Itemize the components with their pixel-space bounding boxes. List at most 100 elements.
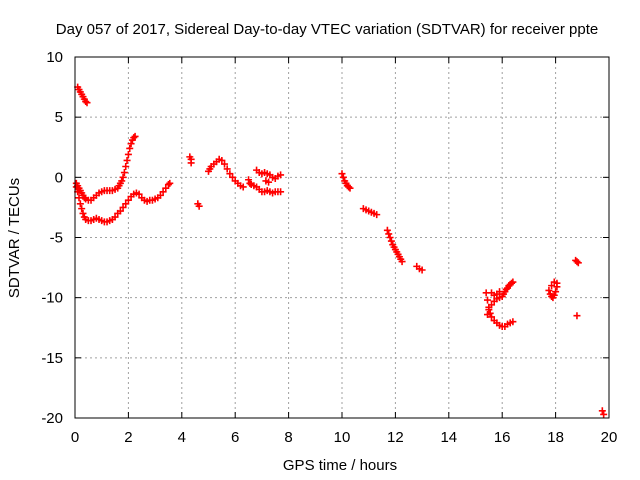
y-axis-label: SDTVAR / TECUs: [6, 178, 23, 298]
data-point: [488, 301, 496, 309]
series-arc15: [572, 256, 582, 320]
series-arc7: [253, 166, 285, 186]
series-arc6: [245, 176, 285, 197]
data-point: [552, 288, 560, 296]
data-point: [127, 140, 135, 148]
data-point: [119, 173, 127, 181]
series-arc4: [186, 153, 203, 210]
data-point: [195, 202, 203, 210]
data-point: [164, 181, 172, 189]
x-tick-label: 0: [71, 429, 79, 446]
data-point: [131, 132, 139, 140]
data-point: [239, 183, 247, 191]
x-tick-label: 18: [547, 429, 564, 446]
data-point: [123, 156, 131, 164]
data-point: [120, 169, 128, 177]
x-tick-label: 2: [124, 429, 132, 446]
data-point: [339, 173, 347, 181]
data-point: [573, 258, 581, 266]
y-tick-label: -20: [41, 410, 63, 427]
series-arc9: [359, 205, 381, 219]
data-point: [496, 288, 504, 296]
data-point: [166, 179, 174, 187]
data-point: [418, 266, 426, 274]
axis-ticks: 0 2 4 6 8 10 12 14 16 18 20 -20 -15 -10 -5 0 5 10: [41, 49, 617, 446]
data-point: [509, 318, 517, 326]
data-point: [76, 200, 84, 208]
series-arc8: [338, 170, 354, 192]
data-point: [122, 163, 130, 171]
data-point: [223, 165, 231, 173]
x-tick-label: 4: [178, 429, 186, 446]
x-tick-label: 16: [494, 429, 511, 446]
data-point: [484, 311, 492, 319]
data-point: [124, 150, 132, 158]
data-point: [130, 134, 138, 142]
series-arc5: [205, 155, 247, 191]
series-arc11: [413, 262, 426, 274]
series-arc14: [545, 278, 561, 302]
data-point: [122, 200, 130, 208]
data-point: [385, 230, 393, 238]
data-point: [78, 205, 86, 213]
data-point: [548, 282, 556, 290]
data-point: [124, 196, 132, 204]
data-point: [373, 211, 381, 219]
data-point: [226, 170, 234, 178]
x-axis-label: GPS time / hours: [283, 457, 397, 474]
data-point: [346, 184, 354, 192]
data-point: [72, 179, 80, 187]
series-arc16: [598, 407, 608, 418]
data-point: [119, 203, 127, 211]
data-point: [162, 184, 170, 192]
data-point: [83, 99, 91, 107]
data-point: [82, 98, 90, 106]
y-tick-label: 5: [55, 109, 63, 126]
data-point: [79, 209, 87, 217]
data-point: [386, 234, 394, 241]
x-tick-label: 12: [387, 429, 404, 446]
data-points: [72, 83, 608, 418]
data-point: [484, 296, 492, 304]
data-point: [277, 171, 285, 179]
x-tick-label: 8: [284, 429, 292, 446]
x-tick-label: 10: [334, 429, 351, 446]
data-point: [229, 173, 237, 181]
data-point: [159, 188, 167, 196]
series-arc1: [74, 83, 91, 107]
data-point: [118, 177, 126, 185]
y-tick-label: -15: [41, 350, 63, 367]
y-tick-label: -5: [50, 230, 63, 247]
data-point: [345, 183, 353, 191]
data-point: [135, 190, 143, 198]
plot-frame: [74, 56, 610, 419]
series-arc3: [72, 179, 174, 226]
data-point: [545, 286, 553, 294]
data-point: [488, 313, 496, 321]
data-point: [550, 291, 558, 299]
data-point: [246, 179, 254, 187]
data-point: [187, 159, 195, 167]
data-point: [502, 285, 510, 293]
data-point: [277, 188, 285, 196]
y-tick-label: 10: [46, 49, 63, 66]
data-point: [75, 194, 83, 202]
data-point: [218, 156, 226, 164]
data-point: [126, 144, 134, 152]
series-arc10: [383, 226, 406, 266]
x-tick-label: 14: [440, 429, 457, 446]
data-point: [509, 278, 517, 286]
data-point: [550, 278, 558, 286]
data-point: [265, 178, 273, 186]
data-point: [111, 213, 119, 221]
data-point: [600, 410, 608, 418]
data-point: [387, 237, 395, 245]
chart-title: Day 057 of 2017, Sidereal Day-to-day VTE…: [56, 21, 598, 38]
data-point: [116, 207, 124, 215]
y-tick-label: -10: [41, 290, 63, 307]
data-point: [598, 407, 606, 415]
y-tick-label: 0: [55, 169, 63, 186]
data-point: [156, 191, 164, 199]
